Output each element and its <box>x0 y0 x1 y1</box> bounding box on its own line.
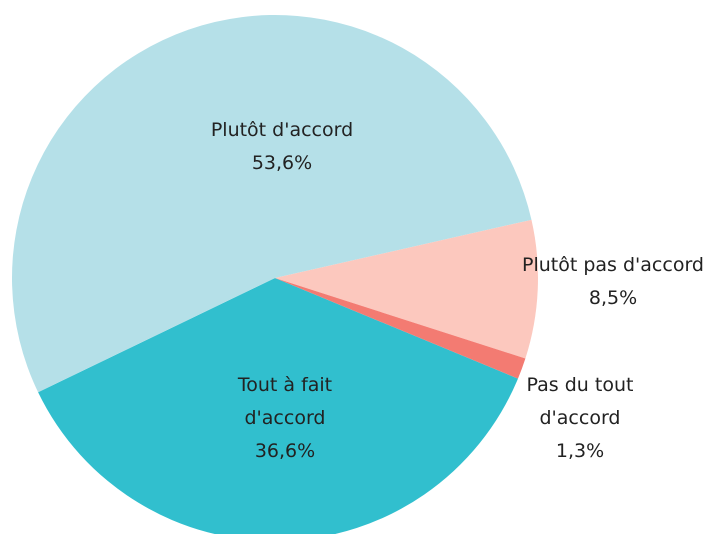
pie-slice <box>275 219 539 359</box>
slice-label: Pas du tout d'accord 1,3% <box>510 369 650 468</box>
category-label: Tout à fait d'accord <box>237 374 333 429</box>
value-label: 8,5% <box>588 287 638 309</box>
value-label: 53,6% <box>251 152 313 174</box>
category-label: Plutôt pas d'accord <box>522 254 704 276</box>
pie-slice <box>38 278 518 534</box>
slice-label: Plutôt pas d'accord 8,5% <box>493 249 720 315</box>
category-label: Plutôt d'accord <box>210 119 354 141</box>
value-label: 36,6% <box>254 440 316 462</box>
category-label: Pas du tout d'accord <box>526 374 634 429</box>
pie-slice <box>11 14 532 393</box>
slice-label: Tout à fait d'accord 36,6% <box>215 369 355 468</box>
pie-slice <box>275 278 526 379</box>
value-label: 1,3% <box>555 440 605 462</box>
slice-label: Plutôt d'accord 53,6% <box>167 114 397 180</box>
